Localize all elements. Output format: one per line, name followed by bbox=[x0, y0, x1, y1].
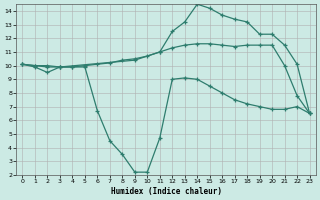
X-axis label: Humidex (Indice chaleur): Humidex (Indice chaleur) bbox=[110, 187, 221, 196]
